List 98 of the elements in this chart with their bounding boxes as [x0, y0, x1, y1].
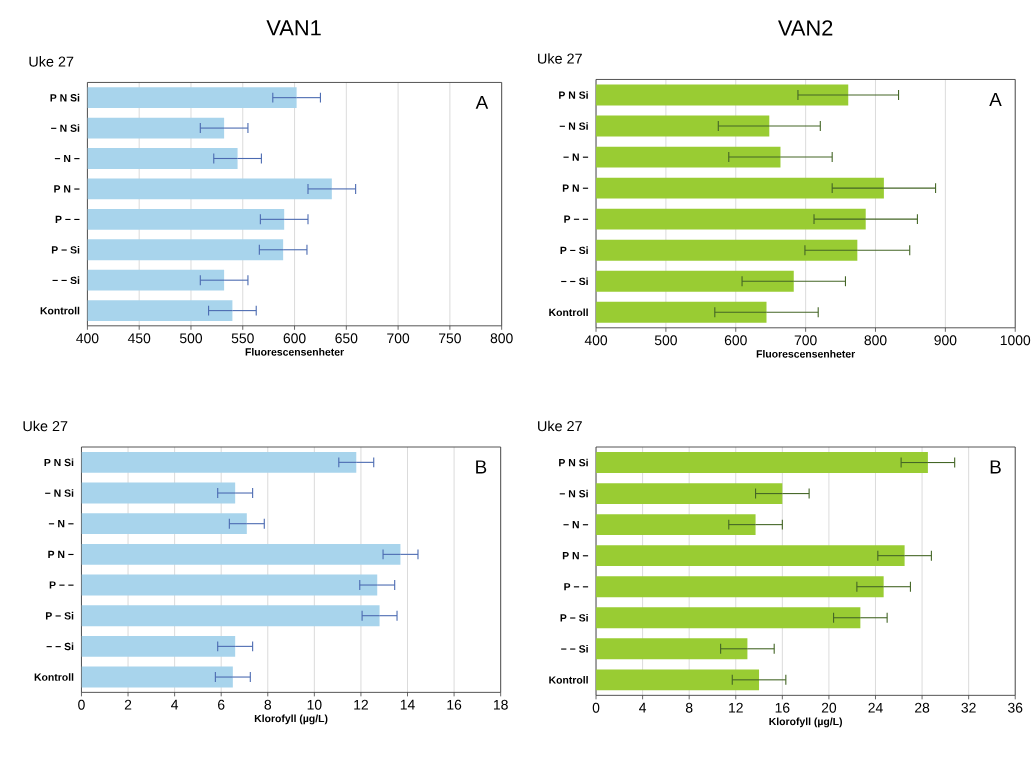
annotation: A — [989, 92, 1002, 106]
y-tick-label: − − Si — [46, 642, 74, 651]
x-tick-label: 0 — [592, 702, 600, 713]
chart-title: VAN1 — [266, 20, 321, 36]
bar — [596, 483, 783, 505]
bar — [81, 451, 357, 473]
bar — [81, 513, 247, 535]
x-tick-label: 450 — [127, 333, 151, 344]
x-tick-label: 600 — [724, 335, 747, 346]
bar — [596, 452, 928, 473]
y-tick-label: P − − — [564, 583, 589, 591]
y-tick-label: Kontroll — [549, 308, 588, 317]
x-axis-title: Klorofyll (µg/L) — [769, 717, 842, 728]
y-tick-label: P N − — [54, 185, 80, 193]
bar — [81, 605, 380, 627]
x-tick-label: 800 — [490, 333, 513, 344]
x-tick-label: 700 — [387, 333, 410, 344]
y-tick-label: Kontroll — [34, 673, 74, 681]
bar — [81, 543, 401, 565]
y-tick-label: P − − — [564, 215, 589, 223]
bar — [596, 514, 756, 536]
x-tick-label: 1000 — [1000, 335, 1031, 346]
x-axis-title: Fluorescensenheter — [245, 348, 344, 356]
x-tick-label: 800 — [864, 335, 887, 346]
x-tick-label: 500 — [179, 333, 203, 344]
bar — [596, 607, 861, 629]
y-tick-label: P N − — [562, 552, 589, 560]
x-axis-title: Fluorescensenheter — [756, 350, 856, 358]
x-tick-label: 750 — [438, 333, 461, 344]
x-tick-label: 32 — [961, 702, 976, 713]
x-tick-label: 20 — [821, 702, 837, 713]
x-tick-label: 700 — [794, 335, 817, 346]
x-tick-label: 400 — [584, 335, 608, 346]
y-tick-label: P − Si — [560, 246, 588, 255]
bar — [81, 635, 236, 657]
y-tick-label: P N Si — [44, 458, 74, 467]
y-tick-label: − N Si — [559, 122, 588, 130]
chart-subtitle: Uke 27 — [538, 420, 582, 432]
y-tick-label: P − Si — [560, 613, 588, 622]
y-tick-label: − N Si — [45, 489, 74, 497]
y-tick-label: P N Si — [559, 458, 588, 467]
y-tick-label: − − Si — [561, 277, 588, 286]
y-tick-label: P N − — [562, 184, 589, 192]
bar — [81, 482, 236, 504]
bar — [81, 574, 378, 596]
y-tick-label: − N Si — [51, 124, 80, 132]
x-tick-label: 16 — [775, 702, 790, 713]
x-tick-label: 16 — [447, 699, 462, 710]
x-tick-label: 28 — [915, 702, 930, 713]
x-tick-label: 8 — [264, 699, 272, 710]
x-tick-label: 10 — [307, 699, 322, 710]
x-tick-label: 650 — [335, 333, 358, 344]
y-tick-label: P N Si — [559, 91, 588, 99]
x-tick-label: 12 — [354, 699, 368, 710]
annotation: A — [475, 95, 489, 109]
y-tick-label: − N − — [54, 154, 80, 163]
y-tick-label: − N − — [563, 521, 589, 529]
chart-subtitle: Uke 27 — [29, 56, 74, 67]
x-tick-label: 0 — [78, 699, 85, 710]
x-tick-label: 6 — [218, 699, 225, 710]
y-tick-label: Kontroll — [549, 676, 588, 684]
x-tick-label: 24 — [868, 702, 883, 713]
y-tick-label: − N Si — [559, 489, 588, 498]
bar — [596, 638, 748, 660]
y-tick-label: − N − — [563, 153, 589, 161]
y-tick-label: − N − — [48, 520, 74, 528]
x-tick-label: 18 — [493, 699, 508, 710]
annotation: B — [476, 460, 487, 474]
bar — [596, 576, 884, 598]
x-axis-title: Klorofyll (µg/L) — [254, 714, 328, 725]
x-tick-label: 36 — [1008, 702, 1023, 713]
bar — [81, 666, 233, 688]
y-tick-label: P N Si — [50, 93, 80, 102]
x-tick-label: 400 — [76, 333, 99, 344]
x-tick-label: 550 — [231, 333, 254, 344]
bar — [596, 669, 760, 691]
y-tick-label: Kontroll — [40, 306, 80, 315]
x-tick-label: 12 — [729, 702, 743, 713]
y-tick-label: − − Si — [52, 276, 80, 285]
x-tick-label: 14 — [400, 699, 415, 710]
x-tick-label: 600 — [283, 333, 306, 344]
x-tick-label: 4 — [171, 699, 179, 710]
chart-subtitle: Uke 27 — [538, 53, 582, 64]
chart-subtitle: Uke 27 — [23, 420, 68, 432]
x-tick-label: 4 — [639, 702, 647, 713]
bar — [596, 545, 905, 567]
chart-title: VAN2 — [777, 20, 833, 36]
y-tick-label: − − Si — [561, 644, 588, 653]
y-tick-label: P − Si — [45, 611, 74, 620]
x-tick-label: 2 — [124, 699, 132, 710]
x-tick-label: 500 — [654, 335, 677, 346]
x-tick-label: 8 — [685, 702, 693, 713]
y-tick-label: P − Si — [51, 245, 80, 254]
y-tick-label: P − − — [55, 215, 80, 223]
x-tick-label: 900 — [934, 335, 957, 346]
y-tick-label: P N − — [48, 550, 74, 558]
annotation: B — [990, 460, 1001, 474]
y-tick-label: P − − — [49, 581, 74, 589]
